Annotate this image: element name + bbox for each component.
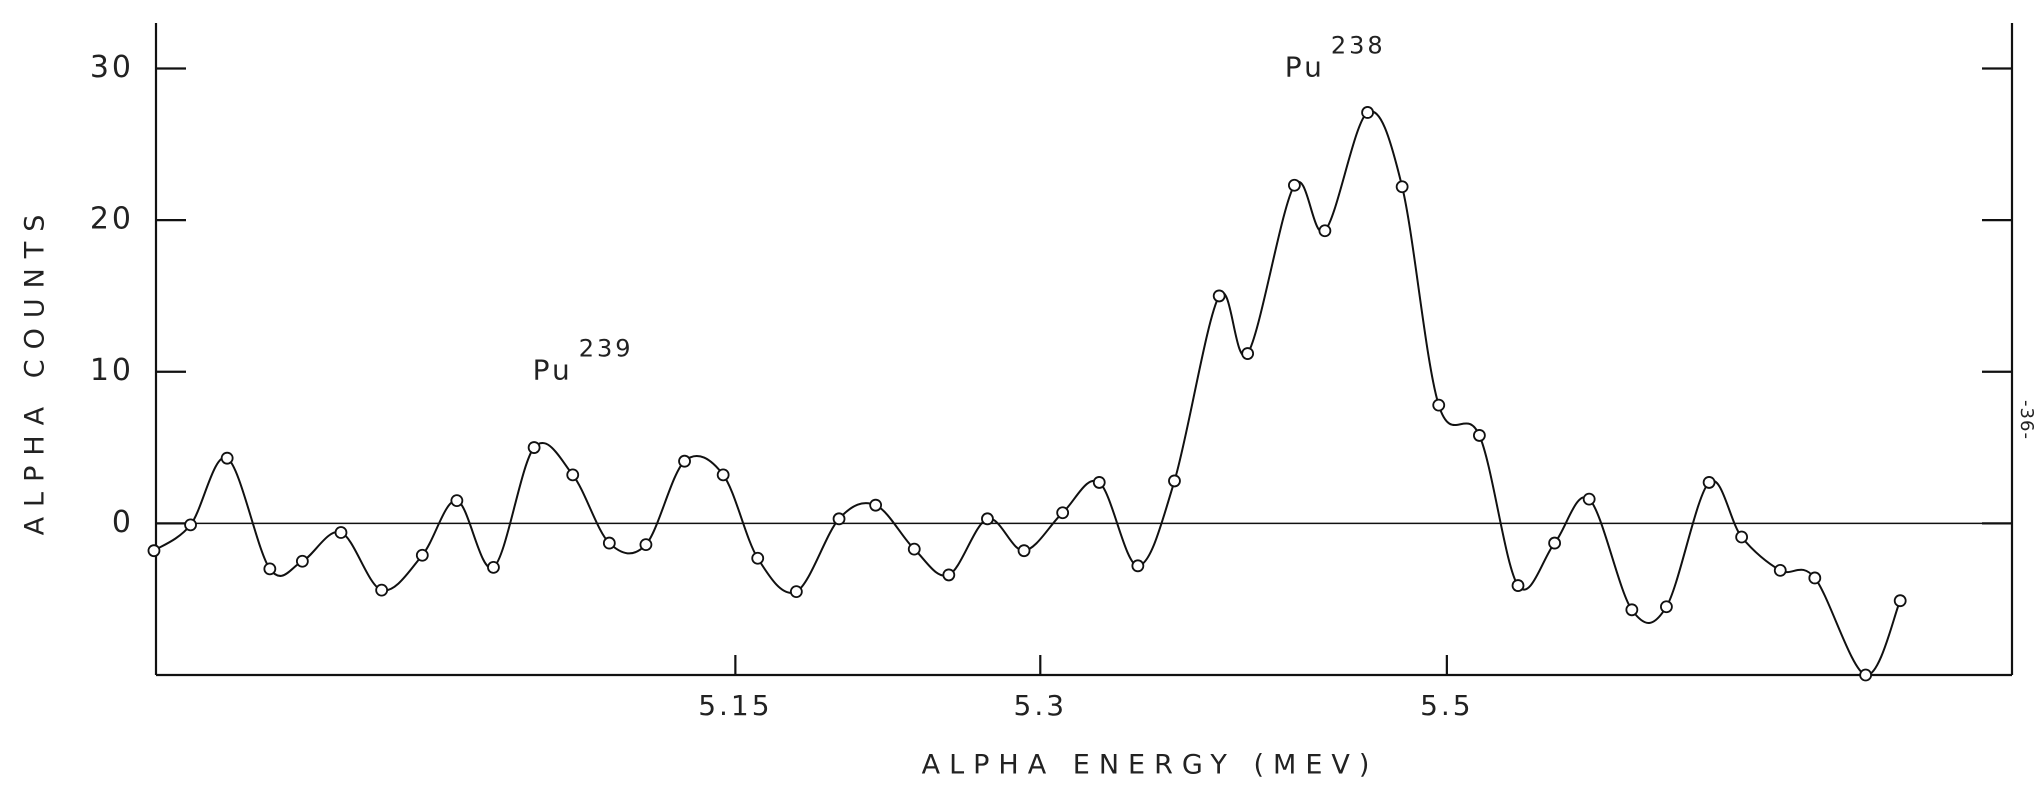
- y-tick-label: 0: [112, 505, 134, 540]
- data-point: [602, 536, 616, 550]
- data-point: [1511, 579, 1525, 592]
- data-point: [1472, 429, 1486, 442]
- annotation: Pu: [533, 354, 573, 387]
- data-point: [1131, 559, 1145, 573]
- data-point: [981, 512, 994, 526]
- data-point: [147, 544, 161, 558]
- data-point: [263, 562, 277, 576]
- y-axis-label: ALPHA COUNTS: [20, 205, 51, 536]
- annotation-superscript: 239: [579, 335, 634, 363]
- data-point: [1702, 476, 1716, 489]
- data-point: [415, 548, 429, 562]
- annotation: Pu: [1285, 50, 1325, 83]
- data-point: [1625, 603, 1639, 617]
- data-point: [1432, 398, 1446, 412]
- data-point: [942, 568, 956, 582]
- data-point: [566, 468, 580, 482]
- data-point: [789, 585, 803, 599]
- data-point: [678, 454, 691, 468]
- data-point: [1808, 571, 1822, 585]
- data-point: [1017, 544, 1031, 558]
- data-point: [1548, 536, 1562, 550]
- data-point: [1168, 474, 1181, 488]
- data-point: [751, 551, 765, 565]
- page-number: -36-: [2016, 400, 2037, 440]
- y-tick-label: 30: [90, 50, 134, 85]
- data-point: [1660, 600, 1673, 614]
- data-point: [832, 512, 846, 526]
- data-point: [527, 441, 541, 454]
- data-point: [907, 542, 921, 556]
- data-point: [1893, 594, 1907, 608]
- annotation-superscript: 238: [1331, 31, 1386, 59]
- data-point: [1735, 530, 1749, 544]
- data-point: [295, 554, 309, 568]
- y-tick-label: 20: [90, 202, 134, 237]
- data-point: [1288, 178, 1301, 192]
- data-point: [1212, 289, 1226, 303]
- x-tick-label: 5.3: [1014, 689, 1068, 722]
- data-point: [716, 468, 730, 482]
- y-tick-label: 10: [90, 353, 134, 388]
- x-tick-label: 5.5: [1420, 689, 1474, 722]
- data-point: [1582, 492, 1596, 506]
- data-point: [1859, 668, 1873, 682]
- data-point: [334, 526, 348, 539]
- data-point: [1241, 347, 1255, 360]
- data-point: [1056, 506, 1070, 520]
- data-point: [450, 494, 464, 508]
- x-axis-label: ALPHA ENERGY (MEV): [922, 750, 1379, 781]
- data-point: [487, 560, 500, 574]
- data-point: [1395, 180, 1409, 194]
- data-point: [184, 518, 197, 532]
- data-line: [153, 110, 1902, 676]
- x-tick-label: 5.15: [698, 689, 772, 722]
- data-point: [639, 538, 653, 551]
- data-point: [1092, 476, 1106, 489]
- data-point: [1361, 106, 1374, 119]
- data-point: [220, 451, 234, 465]
- data-point: [375, 583, 389, 597]
- data-point: [1318, 224, 1332, 238]
- data-point: [869, 498, 883, 512]
- data-point: [1773, 563, 1787, 577]
